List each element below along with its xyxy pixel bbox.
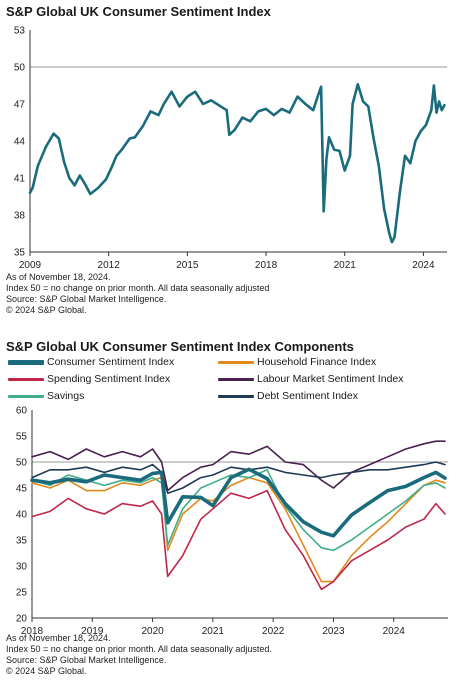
y-tick-label: 40 xyxy=(16,510,28,521)
series-line-consumer-sentiment-index xyxy=(30,467,447,538)
y-tick-label: 35 xyxy=(16,536,28,547)
y-tick-label: 20 xyxy=(16,614,28,625)
series-line-spending-sentiment-index xyxy=(31,489,446,591)
chart-1-note-copyright: © 2024 S&P Global. xyxy=(6,305,87,315)
x-tick-label: 2024 xyxy=(383,626,406,637)
x-tick-label: 2021 xyxy=(334,260,357,271)
y-tick-label: 35 xyxy=(14,248,26,259)
series-line-series xyxy=(28,83,446,244)
x-tick-label: 2018 xyxy=(21,626,44,637)
legend-swatch xyxy=(8,394,44,398)
chart-1-note-source: Source: S&P Global Market Intelligence. xyxy=(6,294,167,304)
y-tick-label: 53 xyxy=(14,26,26,37)
y-tick-label: 41 xyxy=(14,174,26,185)
x-tick-label: 2022 xyxy=(262,626,285,637)
y-tick-label: 38 xyxy=(14,211,26,222)
x-tick-label: 2023 xyxy=(322,626,345,637)
chart-1-notes: As of November 18, 2024. Index 50 = no c… xyxy=(6,272,269,316)
chart-1-note-index: Index 50 = no change on prior month. All… xyxy=(6,283,270,293)
legend-label: Labour Market Sentiment Index xyxy=(257,373,404,385)
legend-swatch xyxy=(8,377,44,381)
chart-1-plot: 35 38 41 44 47 50 53 2009 2012 2015 2018 2021 2024 xyxy=(14,26,447,271)
chart-2-note-date: As of November 18, 2024. xyxy=(6,633,111,643)
legend-swatch xyxy=(8,359,44,365)
y-tick-label: 45 xyxy=(16,484,28,495)
series-line-savings xyxy=(31,469,446,552)
legend-label: Consumer Sentiment Index xyxy=(47,356,175,368)
legend-item-labour-market: Labour Market Sentiment Index xyxy=(218,373,404,385)
x-tick-label: 2021 xyxy=(202,626,225,637)
legend-item-debt-sentiment: Debt Sentiment Index xyxy=(218,390,358,402)
y-tick-label: 50 xyxy=(14,63,26,74)
x-tick-label: 2019 xyxy=(81,626,104,637)
chart-2-plot: 20 25 30 35 40 45 50 55 60 2018 2019 2020 2021 2022 20… xyxy=(16,406,448,637)
x-tick-label: 2015 xyxy=(176,260,199,271)
series-line-household-finance-index xyxy=(31,476,446,583)
legend-swatch xyxy=(218,360,254,364)
series-line-debt-sentiment-index xyxy=(31,461,446,494)
legend-label: Spending Sentiment Index xyxy=(47,373,171,385)
y-tick-label: 30 xyxy=(16,562,28,573)
chart-2-notes: As of November 18, 2024. Index 50 = no c… xyxy=(6,633,272,677)
legend-label: Household Finance Index xyxy=(257,356,377,368)
x-tick-label: 2018 xyxy=(255,260,278,271)
chart-1-note-date: As of November 18, 2024. xyxy=(6,272,111,282)
legend-item-household-finance: Household Finance Index xyxy=(218,356,376,368)
chart-2-note-copyright: © 2024 S&P Global. xyxy=(6,666,87,676)
y-tick-label: 44 xyxy=(14,137,26,148)
x-tick-label: 2020 xyxy=(141,626,164,637)
legend-item-savings: Savings xyxy=(8,390,84,402)
y-tick-label: 50 xyxy=(16,458,28,469)
legend-swatch xyxy=(218,377,254,381)
x-tick-label: 2024 xyxy=(412,260,435,271)
legend-item-spending-sentiment: Spending Sentiment Index xyxy=(8,373,170,385)
chart-1-title: S&P Global UK Consumer Sentiment Index xyxy=(6,4,271,19)
series-line-labour-market-sentiment-index xyxy=(31,440,446,492)
y-tick-label: 25 xyxy=(16,588,28,599)
chart-2-note-source: Source: S&P Global Market Intelligence. xyxy=(6,655,167,665)
y-tick-label: 55 xyxy=(16,432,28,443)
legend-label: Debt Sentiment Index xyxy=(257,390,358,402)
chart-2-title: S&P Global UK Consumer Sentiment Index C… xyxy=(6,339,354,354)
chart-2-note-index: Index 50 = no change on prior month. All… xyxy=(6,644,272,654)
legend-label: Savings xyxy=(47,390,85,402)
legend-swatch xyxy=(218,394,254,398)
x-tick-label: 2012 xyxy=(98,260,121,271)
legend-item-consumer-sentiment: Consumer Sentiment Index xyxy=(8,356,174,368)
x-tick-label: 2009 xyxy=(19,260,42,271)
y-tick-label: 47 xyxy=(14,100,26,111)
y-tick-label: 60 xyxy=(16,406,28,417)
